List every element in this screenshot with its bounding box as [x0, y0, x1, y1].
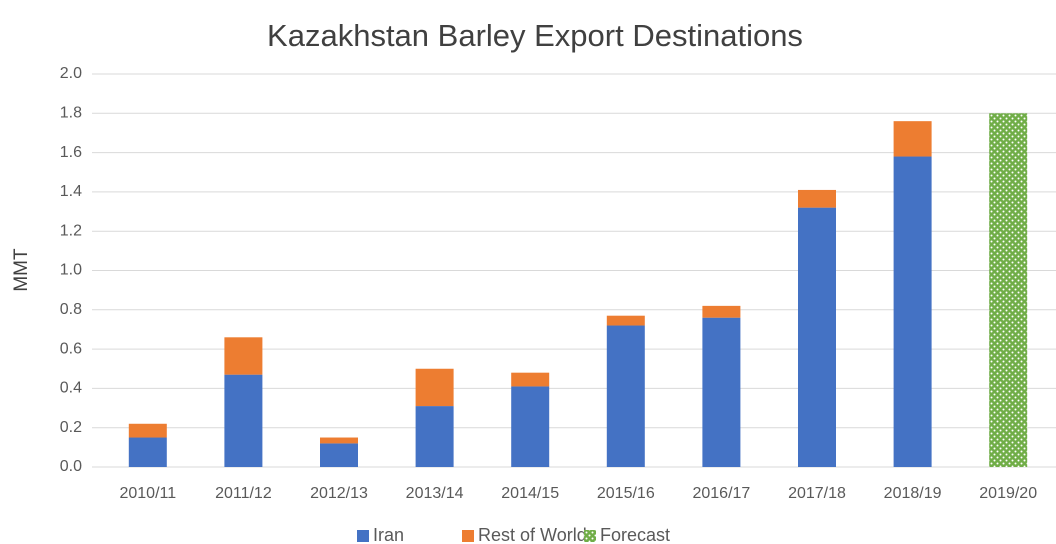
- y-tick-label: 1.8: [60, 105, 82, 122]
- legend-swatch: [357, 530, 369, 542]
- y-tick-label: 0.0: [60, 458, 82, 475]
- bar: [893, 156, 932, 467]
- x-tick-label: 2015/16: [597, 485, 655, 502]
- y-tick-label: 1.0: [60, 262, 82, 279]
- legend-swatch: [462, 530, 474, 542]
- bar: [606, 325, 645, 467]
- y-tick-label: 1.6: [60, 144, 82, 161]
- legend-label: Iran: [373, 525, 404, 544]
- x-tick-label: 2011/12: [215, 485, 272, 502]
- legend-label: Rest of World: [478, 525, 587, 544]
- bar: [606, 315, 645, 326]
- bar: [511, 372, 550, 387]
- y-tick-label: 0.6: [60, 340, 82, 357]
- x-tick-label: 2013/14: [406, 485, 464, 502]
- bar: [320, 437, 358, 444]
- bar: [798, 207, 836, 467]
- chart-title: Kazakhstan Barley Export Destinations: [267, 18, 803, 53]
- x-tick-label: 2014/15: [501, 485, 559, 502]
- x-tick-label: 2016/17: [692, 485, 750, 502]
- bar: [798, 189, 836, 208]
- bar: [224, 337, 263, 375]
- bar: [702, 317, 741, 467]
- bar: [511, 386, 550, 467]
- bar: [415, 368, 454, 407]
- x-tick-label: 2017/18: [788, 485, 846, 502]
- bar: [224, 374, 263, 467]
- y-tick-label: 1.2: [60, 222, 82, 239]
- y-tick-label: 1.4: [60, 183, 82, 200]
- x-tick-label: 2010/11: [119, 485, 176, 502]
- y-axis-title: MMT: [11, 248, 32, 292]
- y-tick-label: 0.2: [60, 419, 82, 436]
- x-tick-label: 2019/20: [979, 485, 1037, 502]
- y-tick-label: 0.4: [60, 380, 82, 397]
- y-tick-label: 0.8: [60, 301, 82, 318]
- bar: [128, 437, 167, 467]
- bar: [320, 443, 358, 467]
- bar: [989, 113, 1028, 468]
- bar: [415, 406, 454, 467]
- bar: [893, 121, 932, 157]
- bar: [128, 423, 167, 438]
- legend-label: Forecast: [600, 525, 670, 544]
- bar: [702, 305, 741, 318]
- legend-swatch: [584, 530, 596, 542]
- y-tick-label: 2.0: [60, 65, 82, 82]
- x-tick-label: 2012/13: [310, 485, 368, 502]
- x-tick-label: 2018/19: [884, 485, 942, 502]
